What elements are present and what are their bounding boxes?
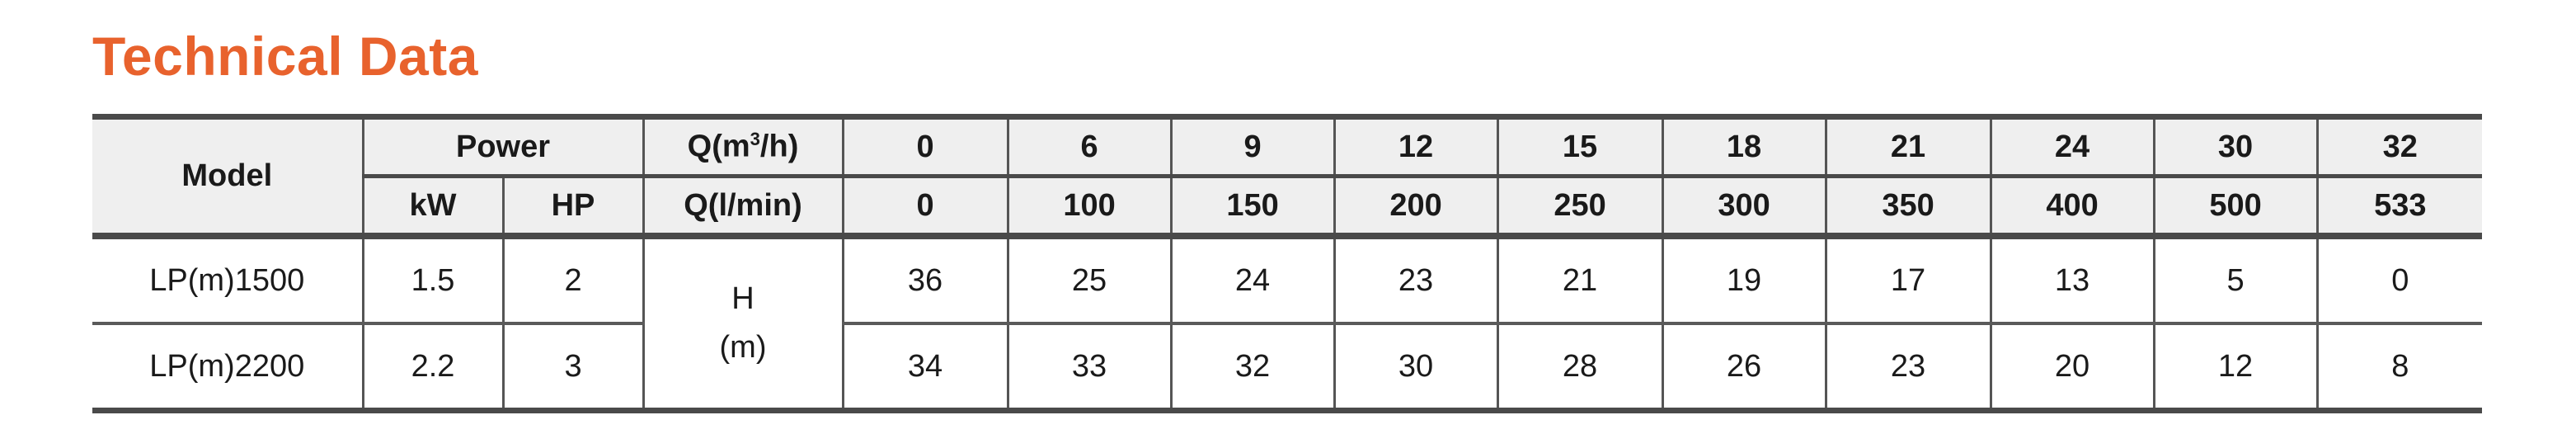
flow-lmin-cell: 400 [1989,174,2155,239]
head-cell: 5 [2152,236,2319,325]
power-header: Power [361,114,645,178]
head-cell: 30 [1333,323,1499,413]
table-row: LP(m)2200 2.2 3 34 33 32 30 28 26 23 20 … [92,323,2483,413]
flow-lmin-cell: 500 [2152,174,2319,239]
flow-m3h-cell: 30 [2152,114,2319,177]
head-cell: 25 [1006,236,1173,325]
head-cell: 19 [1661,236,1827,325]
kw-header: kW [363,174,505,239]
section-title: Technical Data [92,26,478,87]
head-cell: 32 [1169,323,1336,413]
head-cell: 33 [1006,323,1173,413]
head-cell: 8 [2315,323,2483,413]
q-m3h-header: Q(m3/h) [642,114,844,177]
flow-m3h-cell: 9 [1169,114,1336,177]
head-cell: 12 [2152,323,2319,413]
flow-m3h-cell: 32 [2315,114,2483,177]
head-cell: 20 [1989,323,2155,413]
flow-lmin-cell: 150 [1169,174,1336,239]
flow-lmin-cell: 100 [1006,174,1173,239]
flow-lmin-cell: 533 [2315,174,2483,239]
flow-lmin-cell: 0 [841,174,1009,239]
head-cell: 23 [1333,236,1499,325]
kw-cell: 2.2 [361,323,505,413]
technical-data-table: Model Power Q(m3/h) 0 6 9 12 15 18 21 24… [92,114,2483,413]
hp-header: HP [501,174,645,239]
head-cell: 36 [841,236,1009,325]
flow-m3h-cell: 6 [1006,114,1173,177]
flow-m3h-cell: 15 [1496,114,1664,177]
head-cell: 23 [1824,323,1992,413]
q-lmin-header: Q(l/min) [642,174,844,239]
head-cell: 26 [1661,323,1827,413]
head-cell: 21 [1496,236,1664,325]
header-row-lmin: kW HP Q(l/min) 0 100 150 200 250 300 350… [92,174,2483,239]
flow-m3h-cell: 12 [1333,114,1499,177]
model-cell: LP(m)2200 [92,323,364,413]
flow-m3h-cell: 24 [1989,114,2155,177]
kw-cell: 1.5 [361,236,505,325]
flow-lmin-cell: 350 [1824,174,1992,239]
header-row-m3h: Model Power Q(m3/h) 0 6 9 12 15 18 21 24… [92,114,2483,239]
head-label: H (m) [642,236,844,413]
flow-lmin-cell: 200 [1333,174,1499,239]
head-cell: 13 [1989,236,2155,325]
head-cell: 28 [1496,323,1664,413]
flow-m3h-cell: 18 [1661,114,1827,177]
flow-lmin-cell: 250 [1496,174,1664,239]
table-row: LP(m)1500 1.5 2 H (m) 36 25 24 23 21 19 1… [92,236,2483,413]
hp-cell: 2 [501,236,645,325]
head-cell: 17 [1824,236,1992,325]
head-cell: 34 [841,323,1009,413]
head-cell: 0 [2315,236,2483,325]
hp-cell: 3 [501,323,645,413]
flow-m3h-cell: 21 [1824,114,1992,177]
model-cell: LP(m)1500 [92,236,364,325]
model-header: Model [92,114,364,239]
flow-lmin-cell: 300 [1661,174,1827,239]
flow-m3h-cell: 0 [841,114,1009,177]
head-cell: 24 [1169,236,1336,325]
